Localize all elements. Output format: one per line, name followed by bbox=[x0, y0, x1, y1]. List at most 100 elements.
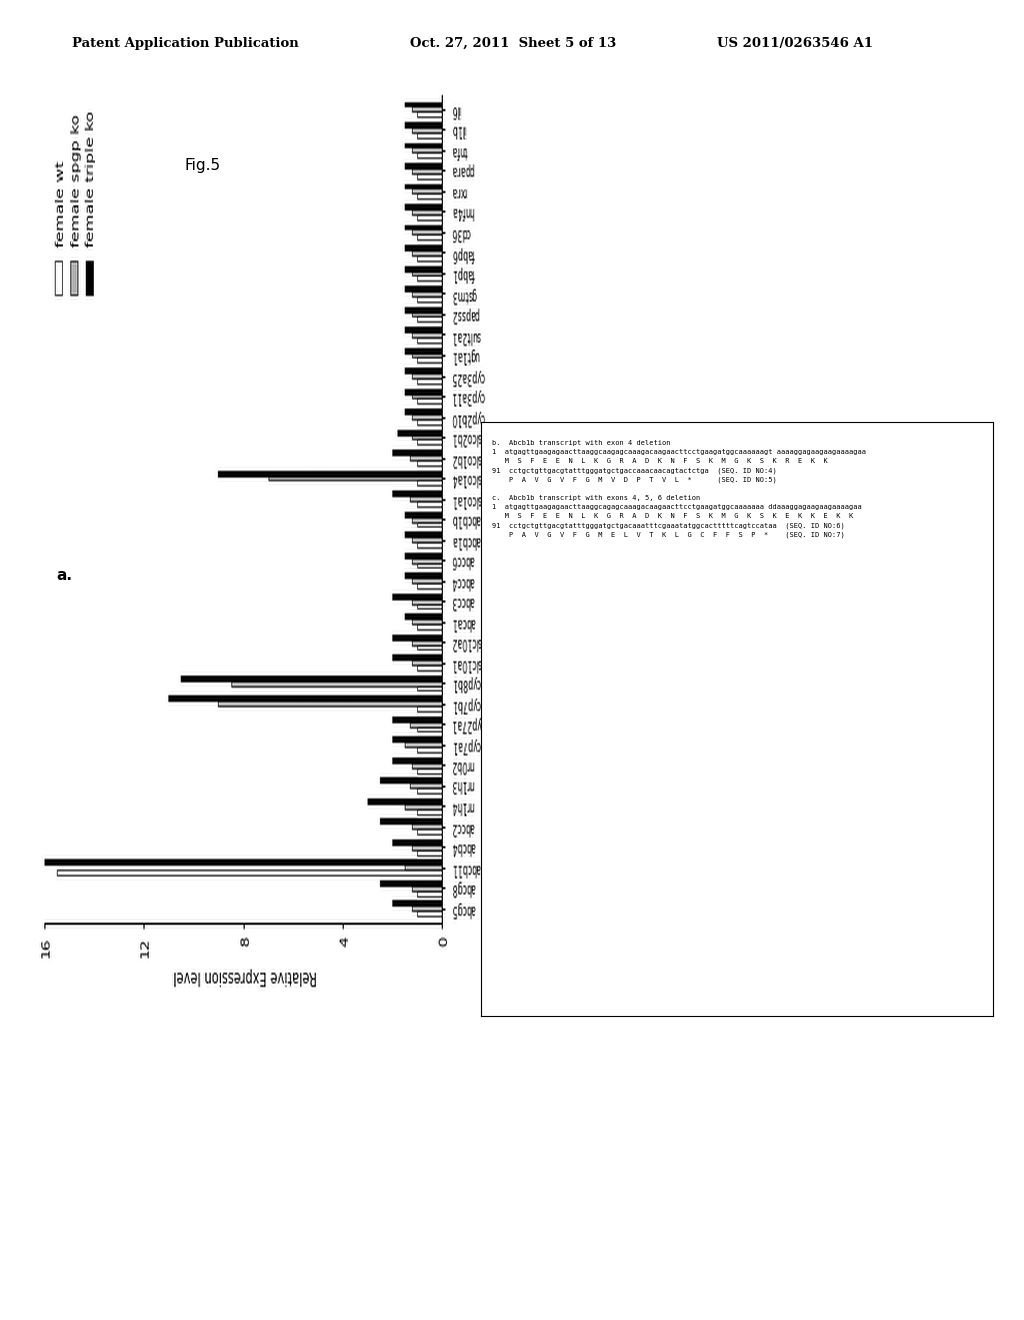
Bar bbox=[216, 874, 219, 924]
Bar bbox=[480, 865, 483, 924]
Bar bbox=[352, 850, 355, 924]
Bar bbox=[222, 825, 224, 924]
Bar bbox=[154, 859, 157, 924]
Bar bbox=[372, 865, 375, 924]
Bar bbox=[500, 874, 503, 924]
Bar bbox=[101, 800, 104, 924]
Bar bbox=[303, 874, 306, 924]
Bar bbox=[513, 865, 516, 924]
Bar bbox=[260, 874, 262, 924]
Bar bbox=[298, 850, 301, 924]
Bar bbox=[167, 825, 170, 924]
Bar bbox=[413, 874, 415, 924]
Bar bbox=[157, 800, 159, 924]
Bar bbox=[317, 578, 319, 924]
Bar bbox=[118, 874, 121, 924]
Bar bbox=[434, 874, 437, 924]
Bar bbox=[110, 850, 113, 924]
Bar bbox=[249, 874, 252, 924]
Bar bbox=[456, 874, 459, 924]
Bar bbox=[282, 874, 285, 924]
Bar bbox=[511, 874, 513, 924]
Bar bbox=[328, 859, 331, 924]
Bar bbox=[426, 865, 429, 924]
Bar bbox=[492, 865, 495, 924]
Bar bbox=[360, 865, 364, 924]
Bar bbox=[140, 874, 142, 924]
Bar bbox=[404, 865, 407, 924]
Bar bbox=[232, 825, 236, 924]
Bar bbox=[401, 874, 404, 924]
Bar bbox=[293, 874, 295, 924]
Bar bbox=[252, 865, 254, 924]
Bar bbox=[287, 850, 290, 924]
Bar bbox=[113, 132, 116, 924]
Bar bbox=[382, 865, 385, 924]
Bar bbox=[472, 850, 475, 924]
Bar bbox=[206, 874, 208, 924]
Bar bbox=[339, 865, 342, 924]
Bar bbox=[314, 874, 317, 924]
Bar bbox=[173, 874, 175, 924]
Bar bbox=[85, 874, 88, 924]
Bar bbox=[478, 874, 480, 924]
Bar bbox=[407, 850, 410, 924]
Text: b.  Abcb1b transcript with exon 4 deletion
1  atgagttgaagagaacttaaggcaagagcaaaga: b. Abcb1b transcript with exon 4 deletio… bbox=[492, 441, 865, 539]
Bar bbox=[88, 865, 91, 924]
Bar bbox=[195, 874, 198, 924]
Bar bbox=[211, 404, 214, 924]
Bar bbox=[165, 865, 167, 924]
Bar bbox=[219, 865, 222, 924]
Bar bbox=[295, 865, 298, 924]
Bar bbox=[244, 850, 246, 924]
Bar bbox=[418, 850, 421, 924]
Bar bbox=[423, 874, 426, 924]
Bar bbox=[380, 874, 382, 924]
Bar bbox=[238, 874, 241, 924]
Bar bbox=[142, 850, 145, 924]
Bar bbox=[364, 850, 367, 924]
Bar bbox=[319, 479, 323, 924]
Bar bbox=[227, 874, 229, 924]
Bar bbox=[134, 800, 137, 924]
Bar bbox=[254, 825, 257, 924]
Bar bbox=[108, 157, 110, 924]
Bar bbox=[415, 865, 418, 924]
Bar bbox=[229, 865, 232, 924]
Bar bbox=[200, 380, 203, 924]
Bar bbox=[470, 865, 472, 924]
Bar bbox=[350, 865, 352, 924]
Bar bbox=[347, 874, 350, 924]
Bar bbox=[241, 865, 244, 924]
Bar bbox=[439, 850, 442, 924]
Bar bbox=[326, 874, 328, 924]
Bar bbox=[505, 850, 508, 924]
Bar bbox=[437, 865, 439, 924]
Bar bbox=[467, 874, 470, 924]
Bar bbox=[516, 850, 519, 924]
Bar bbox=[488, 874, 492, 924]
Bar bbox=[273, 865, 276, 924]
Bar bbox=[124, 825, 126, 924]
Bar bbox=[385, 850, 388, 924]
Bar bbox=[445, 874, 447, 924]
Bar bbox=[96, 874, 99, 924]
Bar bbox=[270, 874, 273, 924]
Bar bbox=[198, 479, 200, 924]
Bar bbox=[186, 859, 189, 924]
Bar bbox=[265, 850, 268, 924]
Text: US 2011/0263546 A1: US 2011/0263546 A1 bbox=[717, 37, 872, 50]
Bar bbox=[369, 874, 372, 924]
Bar bbox=[178, 825, 181, 924]
Bar bbox=[129, 874, 132, 924]
Bar bbox=[331, 825, 334, 924]
Bar bbox=[276, 850, 279, 924]
Bar bbox=[393, 865, 396, 924]
Bar bbox=[336, 874, 339, 924]
Bar bbox=[91, 825, 93, 924]
Bar bbox=[459, 865, 462, 924]
Text: a.: a. bbox=[56, 568, 73, 582]
Text: Oct. 27, 2011  Sheet 5 of 13: Oct. 27, 2011 Sheet 5 of 13 bbox=[410, 37, 615, 50]
Text: Fig.5: Fig.5 bbox=[184, 158, 220, 173]
Text: Patent Application Publication: Patent Application Publication bbox=[72, 37, 298, 50]
